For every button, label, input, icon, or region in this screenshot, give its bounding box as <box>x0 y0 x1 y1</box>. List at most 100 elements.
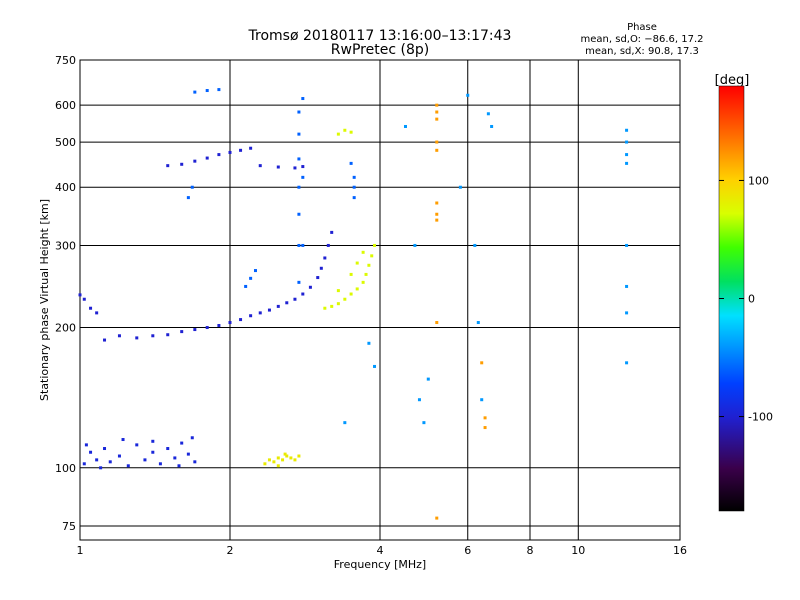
data-point <box>297 280 301 284</box>
data-point <box>352 196 356 200</box>
data-point <box>301 292 305 296</box>
data-point <box>276 464 280 468</box>
data-point <box>82 297 86 301</box>
data-point <box>476 321 480 325</box>
data-point <box>103 338 107 342</box>
data-point <box>89 306 93 310</box>
phase-title: Phase <box>627 22 657 33</box>
data-point <box>173 456 177 460</box>
data-point <box>297 157 301 161</box>
data-point <box>625 361 629 365</box>
data-point <box>258 311 262 315</box>
data-point <box>267 308 271 312</box>
data-point <box>193 328 197 332</box>
data-point <box>473 243 477 247</box>
data-point <box>143 458 147 462</box>
data-point <box>249 314 253 318</box>
data-point <box>349 161 353 165</box>
data-point <box>361 250 365 254</box>
data-point <box>166 333 170 337</box>
data-point <box>349 292 353 296</box>
data-point <box>625 140 629 144</box>
data-point <box>151 334 155 338</box>
data-point <box>490 124 494 128</box>
data-point <box>435 148 439 152</box>
data-point <box>276 304 280 308</box>
data-point <box>625 311 629 315</box>
data-point <box>330 230 334 234</box>
data-point <box>244 284 248 288</box>
data-point <box>293 297 297 301</box>
data-point <box>625 161 629 165</box>
data-point <box>272 460 276 464</box>
data-point <box>297 110 301 114</box>
data-point <box>249 146 253 150</box>
x-axis-label: Frequency [MHz] <box>334 558 426 571</box>
data-point <box>349 272 353 276</box>
x-tick-label: 1 <box>77 544 84 557</box>
data-point <box>297 454 301 458</box>
data-point <box>285 301 289 305</box>
data-point <box>343 297 347 301</box>
y-tick-label: 300 <box>55 239 76 252</box>
colorbar-tick-label: -100 <box>748 411 773 424</box>
data-point <box>367 263 371 267</box>
data-point <box>336 302 340 306</box>
data-point <box>373 243 377 247</box>
data-point <box>301 175 305 179</box>
x-tick-label: 10 <box>571 544 585 557</box>
data-point <box>323 256 327 260</box>
phase-line-o: mean, sd,O: −86.6, 17.2 <box>581 34 704 45</box>
data-point <box>435 140 439 144</box>
data-point <box>466 93 470 97</box>
x-tick-labels: 1 2 4 6 8 10 16 <box>77 544 688 557</box>
data-point <box>435 516 439 520</box>
data-point <box>166 447 170 451</box>
data-point <box>336 289 340 293</box>
data-point <box>352 185 356 189</box>
data-point <box>422 421 426 425</box>
data-point <box>343 421 347 425</box>
data-point <box>180 330 184 334</box>
y-tick-label: 750 <box>55 54 76 67</box>
data-point <box>84 443 88 447</box>
data-point <box>217 88 221 92</box>
data-point <box>435 117 439 121</box>
y-tick-labels: 75 100 200 300 400 500 600 750 <box>55 54 76 533</box>
data-point <box>480 361 484 365</box>
data-point <box>336 132 340 136</box>
data-point <box>435 103 439 107</box>
data-point <box>301 165 305 169</box>
data-point <box>82 462 86 466</box>
data-point <box>323 306 327 310</box>
data-point <box>308 285 312 289</box>
data-point <box>121 438 125 442</box>
x-tick-label: 2 <box>227 544 234 557</box>
data-point <box>361 280 365 284</box>
data-point <box>263 462 267 466</box>
data-point <box>625 153 629 157</box>
data-point <box>180 162 184 166</box>
data-point <box>205 326 209 330</box>
data-point <box>316 276 320 280</box>
y-tick-label: 500 <box>55 136 76 149</box>
data-point <box>301 97 305 101</box>
data-point <box>417 398 421 402</box>
data-point <box>186 196 190 200</box>
y-tick-label: 600 <box>55 99 76 112</box>
data-point <box>151 450 155 454</box>
data-point <box>297 132 301 136</box>
data-point <box>151 439 155 443</box>
data-point <box>289 456 293 460</box>
data-point <box>281 458 285 462</box>
data-point <box>435 218 439 222</box>
data-point <box>217 324 221 328</box>
data-point <box>285 454 289 458</box>
plot-grid <box>79 59 681 540</box>
data-point <box>352 175 356 179</box>
data-point <box>413 243 417 247</box>
data-point <box>367 341 371 345</box>
x-tick-label: 6 <box>464 544 471 557</box>
x-tick-label: 8 <box>527 544 534 557</box>
